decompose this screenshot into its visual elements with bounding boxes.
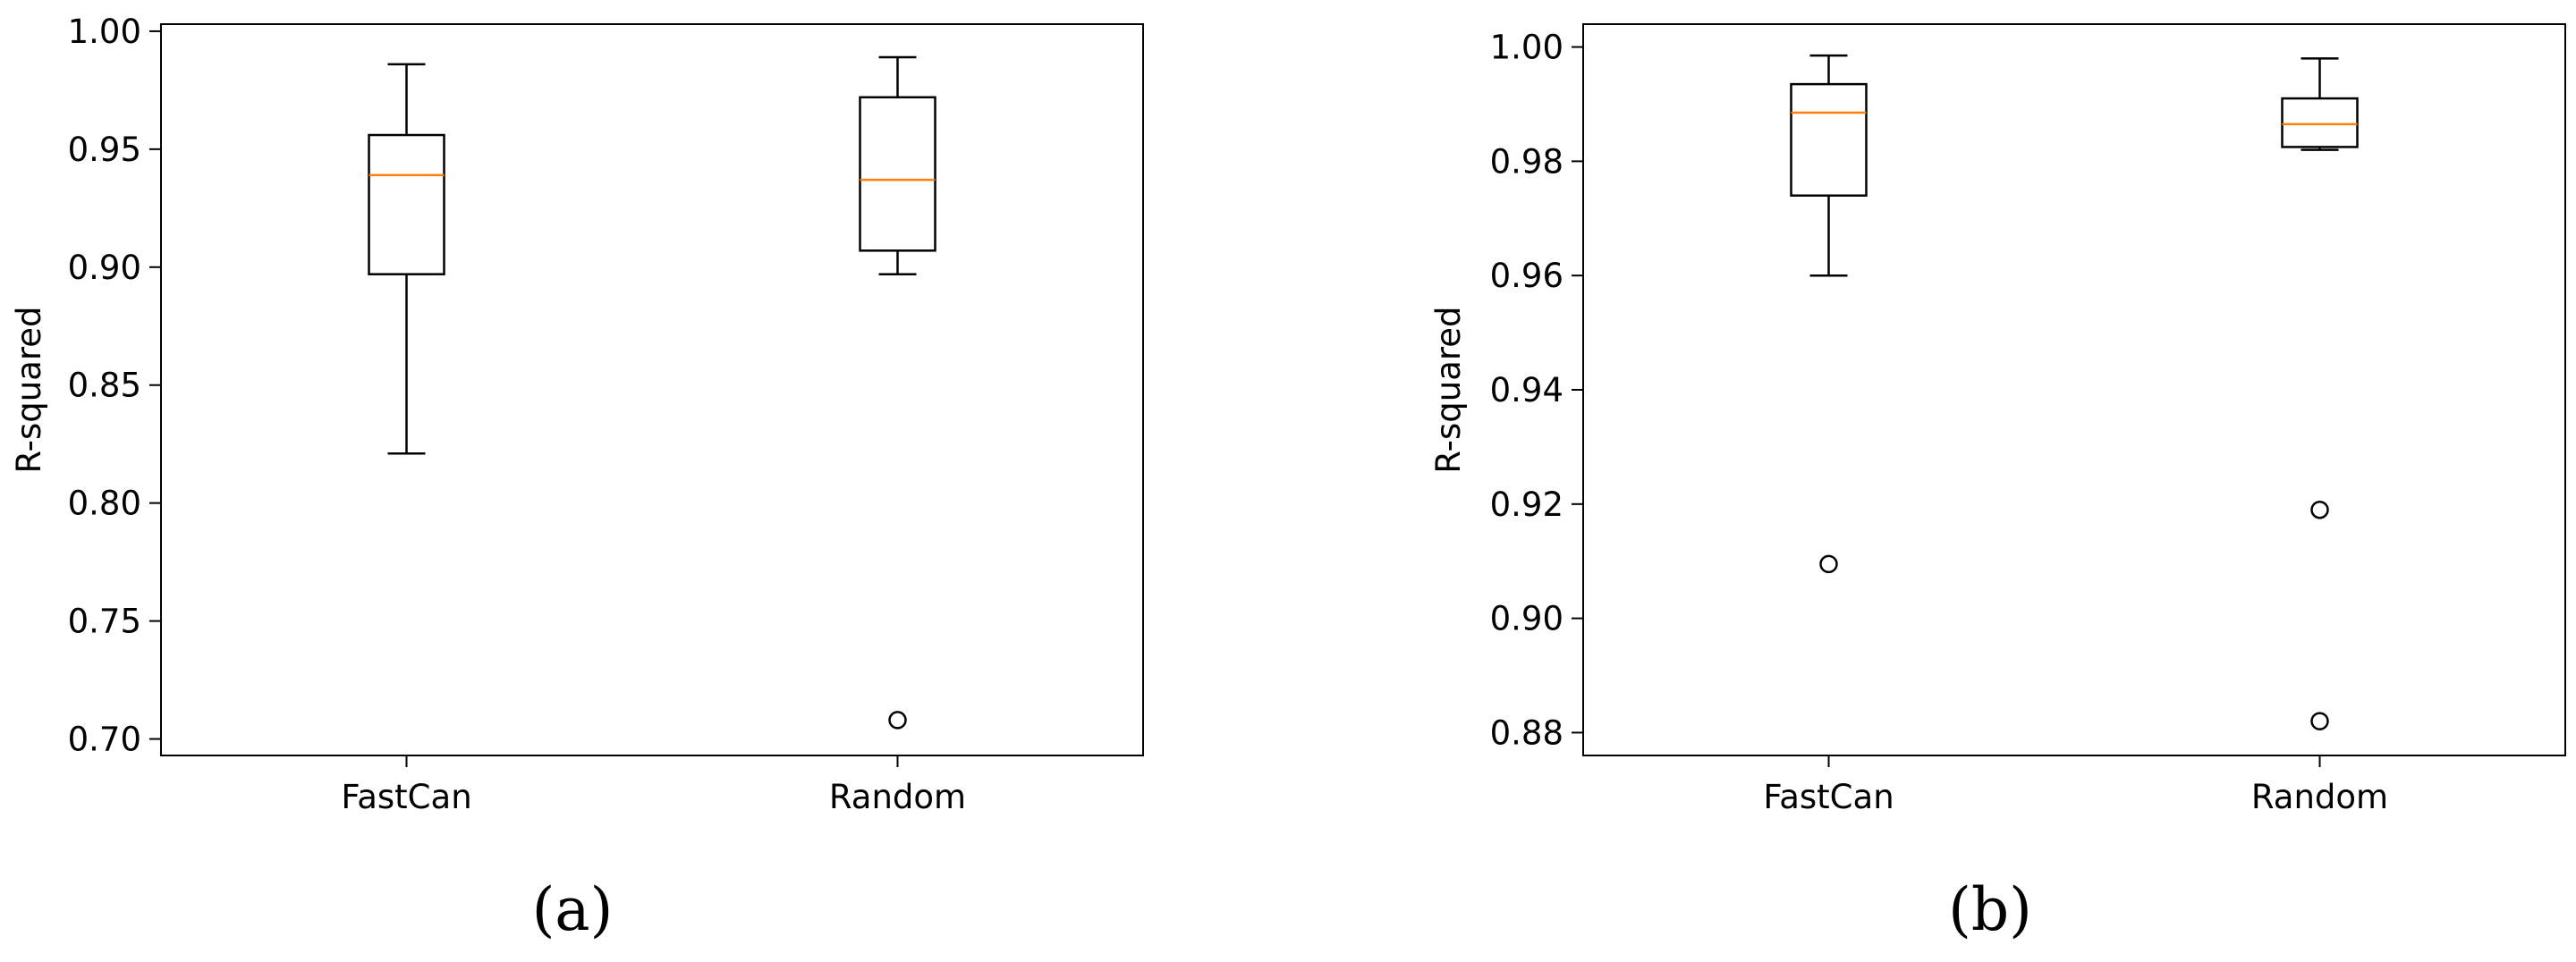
- box-random: [859, 55, 936, 730]
- y-axis-label: R-squared: [10, 306, 48, 473]
- box-fastcan: [1790, 54, 1868, 574]
- outlier-point: [1819, 554, 1838, 574]
- y-tick-label: 0.70: [68, 721, 141, 759]
- y-tick-label: 0.80: [68, 485, 141, 523]
- y-tick-label: 0.92: [1490, 485, 1563, 524]
- y-tick-label: 0.98: [1490, 142, 1563, 181]
- iqr-box: [1790, 82, 1868, 197]
- box-fastcan: [368, 63, 445, 455]
- y-tick-label: 0.88: [1490, 713, 1563, 752]
- outlier-point: [888, 711, 907, 730]
- y-axis-label: R-squared: [1429, 306, 1468, 473]
- x-tick-label: FastCan: [1763, 778, 1894, 816]
- x-tick-label: Random: [829, 778, 966, 816]
- y-tick-label: 0.85: [68, 367, 141, 405]
- y-tick-label: 0.95: [68, 131, 141, 169]
- y-tick-label: 1.00: [68, 13, 141, 51]
- iqr-box: [2281, 97, 2359, 148]
- iqr-box: [859, 96, 936, 252]
- plot-frame: [160, 23, 1144, 756]
- chart-panel-b: 0.88 0.90 0.92 0.94 0.96 0.98 1.00 FastCan Rando…: [1429, 23, 2566, 944]
- x-tick-label: Random: [2251, 778, 2388, 816]
- y-tick-label: 0.90: [1490, 600, 1563, 638]
- y-tick-label: 0.94: [1490, 371, 1563, 409]
- box-random: [2281, 57, 2359, 730]
- outlier-point: [2310, 712, 2329, 730]
- outlier-point: [2310, 500, 2329, 519]
- y-tick-label: 0.90: [68, 249, 141, 287]
- iqr-box: [368, 133, 445, 275]
- x-tick-label: FastCan: [341, 778, 471, 816]
- chart-panel-a: 0.70 0.75 0.80 0.85 0.90 0.95 1.00 FastCan Rando…: [10, 13, 1144, 944]
- y-tick-label: 1.00: [1490, 29, 1563, 67]
- y-tick-label: 0.96: [1490, 257, 1563, 295]
- y-tick-label: 0.75: [68, 603, 141, 641]
- plot-frame: [1582, 23, 2566, 756]
- panel-label: (b): [1948, 875, 2032, 944]
- panel-label: (a): [532, 875, 614, 944]
